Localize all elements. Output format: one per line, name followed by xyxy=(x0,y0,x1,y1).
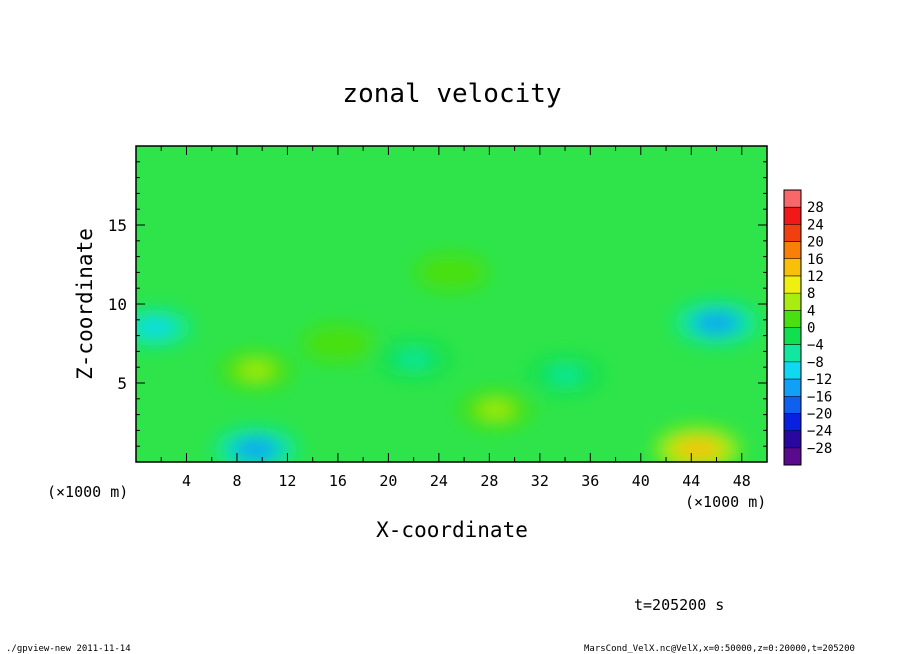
colorbar-label-8: −4 xyxy=(807,338,824,354)
colorbar xyxy=(783,189,802,466)
feature-core-3 xyxy=(136,318,173,337)
y-axis-ticks: 5 10 15 xyxy=(108,161,767,447)
colorbar-swatch-10 xyxy=(784,275,801,294)
plot-area xyxy=(136,146,767,462)
y-tick-label-1: 10 xyxy=(108,295,127,314)
x-tick-label-4: 20 xyxy=(379,472,397,490)
colorbar-swatch-6 xyxy=(784,344,801,363)
x-tick-label-11: 48 xyxy=(733,472,751,490)
colorbar-swatch-9 xyxy=(784,293,801,311)
feature-core-6 xyxy=(395,350,432,369)
feature-core-1 xyxy=(692,311,741,334)
x-tick-label-8: 36 xyxy=(581,472,599,490)
x-tick-label-1: 8 xyxy=(232,472,241,490)
x-tick-label-0: 4 xyxy=(182,472,191,490)
feature-core-8 xyxy=(319,334,356,353)
x-tick-label-10: 44 xyxy=(682,472,700,490)
x-axis-label: X-coordinate xyxy=(376,518,528,542)
time-label: t=205200 s xyxy=(634,596,724,614)
colorbar-label-0: 28 xyxy=(807,200,824,216)
y-tick-label-2: 15 xyxy=(108,216,127,235)
colorbar-label-9: −8 xyxy=(807,355,824,371)
colorbar-label-6: 4 xyxy=(807,303,815,319)
x-axis-ticks: 4 8 12 16 20 24 28 32 36 40 44 48 xyxy=(160,146,751,490)
feature-core-4 xyxy=(237,361,274,380)
colorbar-swatch-2 xyxy=(784,413,801,431)
colorbar-label-1: 24 xyxy=(807,217,824,233)
colorbar-swatch-5 xyxy=(784,361,801,380)
colorbar-swatch-14 xyxy=(784,207,801,225)
x-tick-label-5: 24 xyxy=(430,472,448,490)
colorbar-swatch-12 xyxy=(784,241,801,260)
feature-core-9 xyxy=(433,263,470,282)
colorbar-swatch-8 xyxy=(784,310,801,328)
x-tick-label-2: 12 xyxy=(278,472,296,490)
x-unit-left: (×1000 m) xyxy=(47,483,128,501)
footer-right: MarsCond_VelX.nc@VelX,x=0:50000,z=0:2000… xyxy=(584,644,855,654)
feature-core-0 xyxy=(231,438,280,461)
colorbar-swatch-15 xyxy=(784,190,801,208)
colorbar-label-2: 20 xyxy=(807,235,824,251)
colorbar-swatch-11 xyxy=(784,258,801,277)
x-unit-right: (×1000 m) xyxy=(685,493,766,511)
colorbar-label-14: −28 xyxy=(807,441,832,457)
colorbar-swatch-4 xyxy=(784,379,801,397)
y-tick-label-0: 5 xyxy=(117,374,127,393)
chart-title: zonal velocity xyxy=(342,79,561,109)
x-tick-label-6: 28 xyxy=(480,472,498,490)
heatmap-background xyxy=(136,146,767,462)
feature-core-5 xyxy=(477,400,514,419)
colorbar-swatch-1 xyxy=(784,430,801,449)
colorbar-label-4: 12 xyxy=(807,269,824,285)
x-tick-label-3: 16 xyxy=(329,472,347,490)
colorbar-label-5: 8 xyxy=(807,286,815,302)
colorbar-label-11: −16 xyxy=(807,389,832,405)
x-tick-label-7: 32 xyxy=(531,472,549,490)
feature-core-7 xyxy=(547,366,584,385)
colorbar-label-13: −24 xyxy=(807,424,832,440)
heatmap-features xyxy=(136,254,759,462)
colorbar-label-12: −20 xyxy=(807,406,832,422)
colorbar-swatch-7 xyxy=(784,327,801,345)
feature-core-2 xyxy=(673,438,722,461)
colorbar-label-7: 0 xyxy=(807,321,815,337)
colorbar-label-3: 16 xyxy=(807,252,824,268)
colorbar-swatch-13 xyxy=(784,224,801,242)
footer-left: ./gpview-new 2011-11-14 xyxy=(6,644,131,654)
colorbar-label-10: −12 xyxy=(807,372,832,388)
colorbar-swatch-3 xyxy=(784,396,801,414)
y-axis-label: Z-coordinate xyxy=(73,228,97,380)
x-tick-label-9: 40 xyxy=(632,472,650,490)
colorbar-swatch-0 xyxy=(784,447,801,466)
